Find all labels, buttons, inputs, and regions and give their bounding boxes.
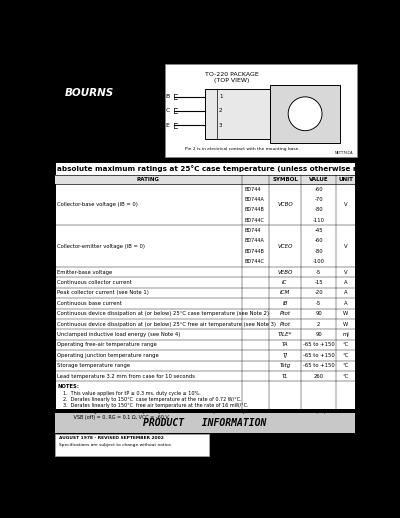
Text: Collector-base voltage (IB = 0): Collector-base voltage (IB = 0) xyxy=(57,202,138,207)
Text: Lead temperature 3.2 mm from case for 10 seconds: Lead temperature 3.2 mm from case for 10… xyxy=(57,373,195,379)
Text: IB: IB xyxy=(282,301,288,306)
Text: -60: -60 xyxy=(314,238,323,243)
Text: Continuous device dissipation at (or below) 25°C free air temperature (see Note : Continuous device dissipation at (or bel… xyxy=(57,322,276,327)
Text: 1.  This value applies for tP ≤ 0.3 ms, duty cycle ≤ 10%.: 1. This value applies for tP ≤ 0.3 ms, d… xyxy=(62,391,200,396)
Text: -65 to +150: -65 to +150 xyxy=(303,342,334,348)
Text: Continuous collector current: Continuous collector current xyxy=(57,280,132,285)
Text: BOURNS: BOURNS xyxy=(65,88,114,98)
Text: Operating free-air temperature range: Operating free-air temperature range xyxy=(57,342,157,348)
Text: Specifications are subject to change without notice.: Specifications are subject to change wit… xyxy=(59,443,172,448)
Text: -5: -5 xyxy=(316,270,321,275)
Text: VEBO: VEBO xyxy=(277,270,293,275)
Bar xyxy=(51,62,359,108)
Text: -20: -20 xyxy=(314,291,323,295)
Text: TJ: TJ xyxy=(282,353,288,358)
Text: Continuous base current: Continuous base current xyxy=(57,301,122,306)
Text: 2: 2 xyxy=(317,322,320,327)
Bar xyxy=(165,64,358,157)
Text: 90: 90 xyxy=(315,332,322,337)
Text: TO-220 PACKAGE
(TOP VIEW): TO-220 PACKAGE (TOP VIEW) xyxy=(205,72,259,83)
Text: -80: -80 xyxy=(314,249,323,254)
Circle shape xyxy=(288,97,322,131)
Text: Emitter-base voltage: Emitter-base voltage xyxy=(57,270,112,275)
Text: Tstg: Tstg xyxy=(280,363,291,368)
Text: 2.  Derates linearly to 150°C  case temperature at the rate of 0.72 W/°C.: 2. Derates linearly to 150°C case temper… xyxy=(62,397,241,402)
Text: Continuous device dissipation at (or below) 25°C case temperature (see Note 2): Continuous device dissipation at (or bel… xyxy=(57,311,269,316)
Text: -15: -15 xyxy=(314,280,323,285)
Text: 3: 3 xyxy=(219,123,222,128)
Text: 3.  Derates linearly to 150°C  free air temperature at the rate of 16 mW/°C.: 3. Derates linearly to 150°C free air te… xyxy=(62,403,248,408)
Bar xyxy=(55,434,209,456)
Text: V: V xyxy=(344,202,347,207)
Text: IC: IC xyxy=(282,280,288,285)
Text: C: C xyxy=(165,108,170,113)
Text: 1: 1 xyxy=(219,94,222,99)
Text: V: V xyxy=(344,243,347,249)
Text: TL: TL xyxy=(282,373,288,379)
Text: -5: -5 xyxy=(316,301,321,306)
Text: BD744B: BD744B xyxy=(244,207,264,212)
Text: E: E xyxy=(166,123,170,128)
Text: VCBO: VCBO xyxy=(277,202,293,207)
Text: W: W xyxy=(343,311,348,316)
Text: -60: -60 xyxy=(314,186,323,192)
Text: -65 to +150: -65 to +150 xyxy=(303,353,334,358)
Text: BD744C: BD744C xyxy=(244,260,264,264)
Text: 90: 90 xyxy=(315,311,322,316)
Text: TILE*: TILE* xyxy=(278,332,292,337)
Text: absolute maximum ratings at 25°C case temperature (unless otherwise noted): absolute maximum ratings at 25°C case te… xyxy=(57,165,380,171)
Text: -80: -80 xyxy=(314,207,323,212)
Text: Collector-emitter voltage (IB = 0): Collector-emitter voltage (IB = 0) xyxy=(57,243,145,249)
Bar xyxy=(55,162,355,409)
Text: Pin 2 is in electrical contact with the mounting base.: Pin 2 is in electrical contact with the … xyxy=(184,147,299,151)
Text: A: A xyxy=(344,291,347,295)
Text: Storage temperature range: Storage temperature range xyxy=(57,363,130,368)
Bar xyxy=(55,175,355,184)
Text: Operating junction temperature range: Operating junction temperature range xyxy=(57,353,159,358)
Bar xyxy=(55,412,355,433)
Text: UNIT: UNIT xyxy=(338,177,353,182)
Text: 4.  This rating is based on the capability of the transistor to operate safely i: 4. This rating is based on the capabilit… xyxy=(62,409,382,414)
Text: RATING: RATING xyxy=(137,177,160,182)
Text: VCEO: VCEO xyxy=(277,243,293,249)
Text: -110: -110 xyxy=(312,218,324,223)
Text: 2: 2 xyxy=(219,108,222,113)
Bar xyxy=(270,85,340,143)
Text: °C: °C xyxy=(342,342,349,348)
Text: VALUE: VALUE xyxy=(309,177,328,182)
Text: AUGUST 1978 - REVISED SEPTEMBER 2002: AUGUST 1978 - REVISED SEPTEMBER 2002 xyxy=(59,436,164,440)
Text: W: W xyxy=(343,322,348,327)
Text: -65 to +150: -65 to +150 xyxy=(303,363,334,368)
Text: TA: TA xyxy=(282,342,288,348)
Text: °C: °C xyxy=(342,363,349,368)
Text: NOTES:: NOTES: xyxy=(57,384,79,390)
Text: A: A xyxy=(344,280,347,285)
Text: PRODUCT   INFORMATION: PRODUCT INFORMATION xyxy=(143,418,267,427)
Text: BD744C: BD744C xyxy=(244,218,264,223)
Text: Ptot: Ptot xyxy=(280,322,290,327)
Text: Unclamped inductive load energy (see Note 4): Unclamped inductive load energy (see Not… xyxy=(57,332,180,337)
Text: 260: 260 xyxy=(314,373,324,379)
Text: °C: °C xyxy=(342,373,349,379)
Text: BD744: BD744 xyxy=(244,186,261,192)
Text: mJ: mJ xyxy=(342,332,349,337)
Text: -70: -70 xyxy=(314,197,323,202)
Text: BD744A: BD744A xyxy=(244,197,264,202)
Text: V: V xyxy=(344,270,347,275)
Text: SYMBOL: SYMBOL xyxy=(272,177,298,182)
Text: VSB (off) = 0, RG = 0.1 Ω, VCC = -60 V.: VSB (off) = 0, RG = 0.1 Ω, VCC = -60 V. xyxy=(62,415,169,420)
Text: A: A xyxy=(344,301,347,306)
Text: -100: -100 xyxy=(312,260,324,264)
Text: BD744: BD744 xyxy=(244,228,261,233)
Text: B: B xyxy=(165,94,170,99)
Text: -45: -45 xyxy=(314,228,323,233)
Text: ICM: ICM xyxy=(280,291,290,295)
Text: BD744B: BD744B xyxy=(244,249,264,254)
Text: NETT76CA: NETT76CA xyxy=(334,151,353,154)
Text: Ptot: Ptot xyxy=(280,311,290,316)
Text: Peak collector current (see Note 1): Peak collector current (see Note 1) xyxy=(57,291,149,295)
Text: BD744A: BD744A xyxy=(244,238,264,243)
Text: °C: °C xyxy=(342,353,349,358)
Bar xyxy=(205,89,270,139)
